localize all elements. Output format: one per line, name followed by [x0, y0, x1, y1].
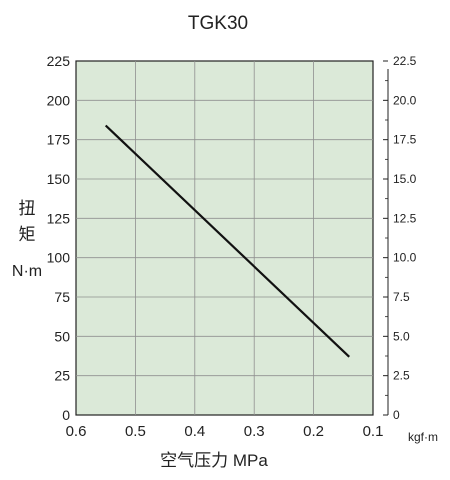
y-tick-label: 25 — [54, 368, 70, 384]
y-axis-label-char-2: 矩 — [19, 225, 36, 244]
y-axis-label-char-1: 扭 — [19, 199, 36, 218]
y-tick-label: 175 — [47, 132, 71, 148]
series-layer — [104, 124, 350, 358]
y-tick-label: 100 — [47, 250, 71, 266]
axes-layer: 0 25 50 75 100 125 150 175 200 225 0.6 0.5 0.4 0.3 0.2… — [47, 53, 417, 440]
y2-tick-label: 2.5 — [393, 369, 410, 383]
y2-tick-label: 12.5 — [393, 211, 417, 225]
y2-tick-label: 7.5 — [393, 290, 410, 304]
x-tick-label: 0.3 — [244, 423, 265, 440]
x-tick-label: 0.4 — [184, 423, 205, 440]
y-axis-unit: N·m — [12, 263, 42, 280]
series-line — [104, 124, 350, 358]
x-tick-label: 0.1 — [363, 423, 384, 440]
y2-axis-unit: kgf·m — [408, 430, 438, 444]
chart-title: TGK30 — [188, 13, 248, 34]
y2-tick-label: 15.0 — [393, 172, 417, 186]
x-tick-label: 0.6 — [66, 423, 87, 440]
y-tick-label: 200 — [47, 92, 71, 108]
y-tick-label: 0 — [62, 407, 70, 423]
y-tick-label: 50 — [54, 328, 70, 344]
x-axis-label: 空气压力 MPa — [160, 451, 268, 470]
y2-tick-label: 5.0 — [393, 329, 410, 343]
y2-tick-label: 20.0 — [393, 93, 417, 107]
y-tick-label: 75 — [54, 289, 70, 305]
y2-tick-label: 10.0 — [393, 251, 417, 265]
y2-tick-label: 17.5 — [393, 133, 417, 147]
y-tick-label: 225 — [47, 53, 71, 69]
x-tick-label: 0.5 — [125, 423, 146, 440]
x-tick-label: 0.2 — [303, 423, 324, 440]
y2-tick-label: 22.5 — [393, 54, 417, 68]
y2-tick-label: 0 — [393, 408, 400, 422]
y-tick-label: 150 — [47, 171, 71, 187]
grid-lines — [76, 61, 373, 415]
y-tick-label: 125 — [47, 210, 71, 226]
